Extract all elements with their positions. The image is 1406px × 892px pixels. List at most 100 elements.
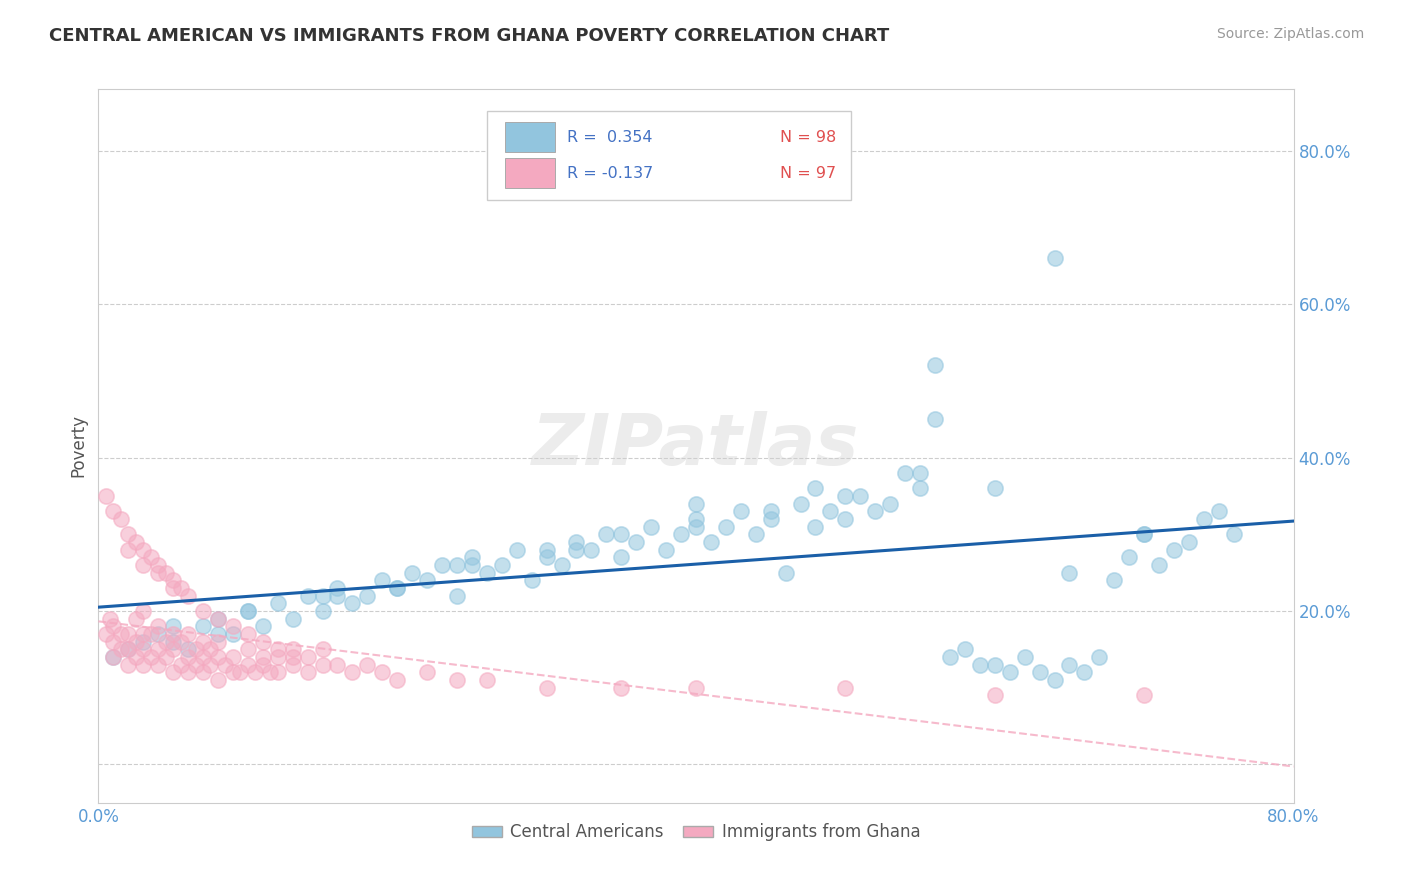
Point — [281, 642, 304, 657]
Point — [207, 612, 229, 626]
Point — [177, 650, 200, 665]
Point — [1133, 527, 1156, 541]
Point — [430, 558, 453, 572]
Point — [110, 512, 132, 526]
FancyBboxPatch shape — [505, 158, 555, 188]
Point — [446, 589, 468, 603]
Point — [207, 612, 229, 626]
Point — [117, 542, 139, 557]
Point — [834, 512, 856, 526]
Point — [207, 650, 229, 665]
Point — [520, 574, 543, 588]
Point — [236, 604, 259, 618]
Point — [148, 657, 170, 672]
Text: Source: ZipAtlas.com: Source: ZipAtlas.com — [1216, 27, 1364, 41]
Point — [385, 673, 409, 687]
Point — [385, 581, 409, 595]
Point — [536, 681, 558, 695]
Point — [536, 550, 558, 565]
Point — [162, 619, 184, 633]
Point — [342, 596, 364, 610]
Point — [714, 519, 737, 533]
Point — [184, 657, 207, 672]
Point — [281, 612, 304, 626]
Point — [139, 550, 162, 565]
Point — [356, 657, 378, 672]
Point — [371, 574, 394, 588]
Point — [834, 489, 856, 503]
Point — [1118, 550, 1140, 565]
Point — [1059, 657, 1081, 672]
Point — [132, 634, 155, 648]
Point — [326, 657, 349, 672]
Point — [1028, 665, 1050, 680]
Point — [849, 489, 872, 503]
Point — [371, 665, 394, 680]
Point — [236, 604, 259, 618]
Point — [953, 642, 976, 657]
Point — [148, 566, 170, 580]
Text: N = 97: N = 97 — [779, 166, 835, 181]
Point — [759, 504, 782, 518]
Point — [908, 481, 931, 495]
Point — [191, 665, 214, 680]
Point — [191, 634, 214, 648]
Point — [804, 519, 827, 533]
Legend: Central Americans, Immigrants from Ghana: Central Americans, Immigrants from Ghana — [465, 817, 927, 848]
Point — [1208, 504, 1230, 518]
Text: ZIPatlas: ZIPatlas — [533, 411, 859, 481]
Point — [155, 650, 177, 665]
Point — [162, 665, 184, 680]
Point — [446, 558, 468, 572]
Point — [200, 642, 222, 657]
Point — [550, 558, 572, 572]
Point — [326, 589, 349, 603]
Point — [103, 504, 125, 518]
Point — [610, 550, 633, 565]
Point — [581, 542, 603, 557]
Point — [252, 634, 274, 648]
Point — [207, 627, 229, 641]
Point — [259, 665, 281, 680]
Point — [565, 542, 588, 557]
Point — [103, 634, 125, 648]
Text: N = 98: N = 98 — [779, 129, 837, 145]
Point — [297, 650, 319, 665]
Point — [908, 466, 931, 480]
Point — [132, 627, 155, 641]
Point — [610, 527, 633, 541]
Point — [267, 596, 290, 610]
Point — [155, 634, 177, 648]
Point — [461, 550, 484, 565]
Point — [356, 589, 378, 603]
FancyBboxPatch shape — [486, 111, 852, 200]
Point — [177, 642, 200, 657]
Point — [162, 581, 184, 595]
Point — [475, 673, 498, 687]
Point — [1088, 650, 1111, 665]
Point — [148, 619, 170, 633]
Point — [177, 627, 200, 641]
Point — [311, 604, 333, 618]
Point — [311, 589, 333, 603]
Point — [342, 665, 364, 680]
Point — [685, 681, 707, 695]
Point — [1133, 527, 1156, 541]
Point — [669, 527, 692, 541]
Point — [222, 619, 245, 633]
Point — [461, 558, 484, 572]
FancyBboxPatch shape — [505, 122, 555, 153]
Point — [730, 504, 752, 518]
Point — [94, 489, 117, 503]
Point — [685, 519, 707, 533]
Point — [110, 627, 132, 641]
Point — [834, 681, 856, 695]
Point — [117, 627, 139, 641]
Point — [1073, 665, 1095, 680]
Point — [125, 634, 148, 648]
Point — [191, 650, 214, 665]
Point — [1014, 650, 1036, 665]
Point — [236, 627, 259, 641]
Point — [125, 535, 148, 549]
Point — [103, 650, 125, 665]
